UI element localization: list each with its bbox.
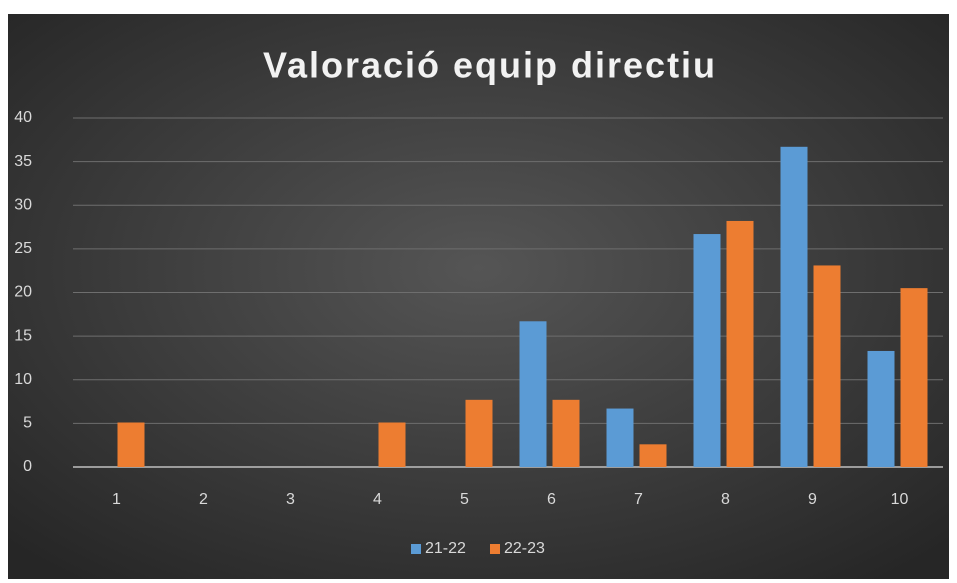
y-tick-label: 10 bbox=[14, 371, 32, 388]
legend-label: 21-22 bbox=[425, 540, 466, 557]
y-tick-label: 5 bbox=[23, 415, 32, 432]
legend-swatch bbox=[411, 544, 421, 554]
y-tick-label: 0 bbox=[23, 458, 32, 475]
bar bbox=[606, 408, 634, 467]
x-tick-label: 7 bbox=[634, 491, 643, 508]
x-tick-label: 2 bbox=[199, 491, 208, 508]
bar bbox=[465, 399, 493, 467]
legend-swatch bbox=[490, 544, 500, 554]
bar bbox=[900, 288, 928, 467]
bar bbox=[639, 444, 667, 467]
bar bbox=[693, 234, 721, 467]
x-tick-label: 9 bbox=[808, 491, 817, 508]
x-tick-label: 4 bbox=[373, 491, 382, 508]
chart-title: Valoració equip directiu bbox=[263, 45, 717, 86]
bar bbox=[378, 422, 406, 467]
bar bbox=[117, 422, 145, 467]
x-tick-label: 6 bbox=[547, 491, 556, 508]
bar bbox=[726, 220, 754, 467]
y-tick-label: 35 bbox=[14, 153, 32, 170]
bar bbox=[867, 350, 895, 467]
bar bbox=[552, 399, 580, 467]
bar bbox=[813, 265, 841, 467]
x-tick-label: 5 bbox=[460, 491, 469, 508]
y-tick-label: 15 bbox=[14, 327, 32, 344]
x-tick-label: 1 bbox=[112, 491, 121, 508]
y-tick-label: 25 bbox=[14, 240, 32, 257]
y-tick-label: 30 bbox=[14, 196, 32, 213]
bar bbox=[519, 321, 547, 467]
x-tick-label: 10 bbox=[891, 491, 909, 508]
legend-label: 22-23 bbox=[504, 540, 545, 557]
y-tick-label: 40 bbox=[14, 109, 32, 126]
bar bbox=[780, 146, 808, 468]
y-tick-label: 20 bbox=[14, 284, 32, 301]
x-tick-label: 8 bbox=[721, 491, 730, 508]
x-tick-label: 3 bbox=[286, 491, 295, 508]
